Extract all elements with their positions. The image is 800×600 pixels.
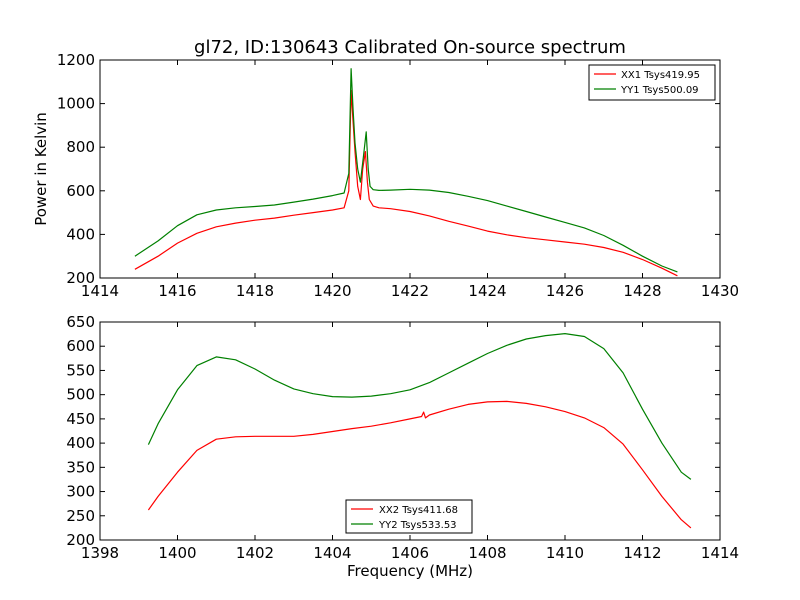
series-line-1 bbox=[134, 68, 678, 273]
x-tick-label: 1410 bbox=[546, 544, 584, 562]
x-tick-label: 1426 bbox=[546, 282, 584, 300]
plot-area-bottom bbox=[147, 333, 692, 529]
x-tick-label: 1420 bbox=[313, 282, 351, 300]
x-tick-label: 1414 bbox=[81, 282, 119, 300]
y-tick-label: 450 bbox=[66, 410, 95, 428]
y-tick-label: 600 bbox=[66, 337, 95, 355]
y-tick-label: 400 bbox=[66, 225, 95, 243]
x-tick-label: 1430 bbox=[701, 282, 739, 300]
x-axis-label: Frequency (MHz) bbox=[347, 562, 473, 580]
x-tick-label: 1418 bbox=[236, 282, 274, 300]
series-line-0 bbox=[147, 400, 692, 529]
x-tick-label: 1404 bbox=[313, 544, 351, 562]
y-tick-label: 800 bbox=[66, 138, 95, 156]
y-tick-label: 1200 bbox=[57, 51, 95, 69]
plot-area-top bbox=[134, 68, 678, 277]
legend-box bbox=[345, 499, 473, 534]
y-axis-label: Power in Kelvin bbox=[32, 112, 50, 226]
x-tick-label: 1428 bbox=[623, 282, 661, 300]
x-tick-label: 1422 bbox=[391, 282, 429, 300]
legend-label-xx1: XX1 Tsys419.95 bbox=[621, 70, 700, 81]
y-tick-label: 200 bbox=[66, 531, 95, 549]
y-tick-label: 350 bbox=[66, 458, 95, 476]
chart-title: gl72, ID:130643 Calibrated On-source spe… bbox=[194, 37, 626, 58]
legend-label-yy1: YY1 Tsys500.09 bbox=[620, 85, 699, 96]
y-tick-label: 500 bbox=[66, 386, 95, 404]
y-tick-label: 650 bbox=[66, 313, 95, 331]
y-tick-label: 1000 bbox=[57, 95, 95, 113]
y-tick-label: 600 bbox=[66, 182, 95, 200]
legend-top: XX1 Tsys419.95 YY1 Tsys500.09 bbox=[588, 64, 716, 101]
y-tick-label: 200 bbox=[66, 269, 95, 287]
x-tick-label: 1412 bbox=[623, 544, 661, 562]
y-tick-label: 400 bbox=[66, 434, 95, 452]
legend-box bbox=[588, 64, 716, 101]
x-tick-label: 1414 bbox=[701, 544, 739, 562]
x-tick-label: 1408 bbox=[468, 544, 506, 562]
x-tick-label: 1400 bbox=[158, 544, 196, 562]
legend-label-yy2: YY2 Tsys533.53 bbox=[378, 520, 457, 531]
x-tick-label: 1398 bbox=[81, 544, 119, 562]
legend-bottom: XX2 Tsys411.68 YY2 Tsys533.53 bbox=[345, 499, 473, 534]
chart-bottom: 1398 1400 1402 1404 1406 1408 1410 1412 1414 200 2… bbox=[66, 313, 739, 580]
tick-group-bottom: 1398 1400 1402 1404 1406 1408 1410 1412 1414 200 2… bbox=[66, 313, 739, 562]
x-tick-label: 1424 bbox=[468, 282, 506, 300]
y-tick-label: 300 bbox=[66, 483, 95, 501]
y-tick-label: 550 bbox=[66, 361, 95, 379]
y-tick-label: 250 bbox=[66, 507, 95, 525]
tick-group-top: 1414 1416 1418 1420 1422 1424 1426 1428 1430 200 4… bbox=[57, 51, 739, 300]
chart-top: gl72, ID:130643 Calibrated On-source spe… bbox=[32, 37, 739, 300]
legend-label-xx2: XX2 Tsys411.68 bbox=[379, 505, 458, 516]
x-tick-label: 1416 bbox=[158, 282, 196, 300]
series-line-0 bbox=[134, 89, 678, 277]
x-tick-label: 1402 bbox=[236, 544, 274, 562]
x-tick-label: 1406 bbox=[391, 544, 429, 562]
series-line-1 bbox=[147, 333, 692, 480]
